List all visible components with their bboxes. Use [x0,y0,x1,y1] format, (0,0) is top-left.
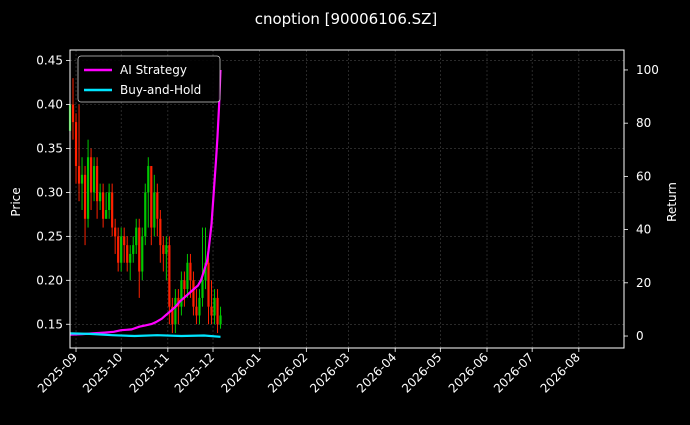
candle-body [168,245,171,307]
y-tick-label-right: 100 [636,63,659,77]
candle-body [89,157,93,193]
series-line-ai-strategy [69,69,222,336]
candle-body [144,192,147,237]
candle-body [210,306,213,316]
candle-body [126,245,129,263]
y-tick-label-left: 0.30 [36,185,63,199]
candle-body [207,262,210,307]
candle-body [123,236,126,246]
candle-body [92,166,96,193]
y-tick-label-left: 0.25 [36,229,63,243]
candle-body [204,262,207,281]
candle-body [180,280,183,307]
candle-body [95,166,99,202]
candle-body [162,245,165,254]
y-tick-label-left: 0.45 [36,54,63,68]
line-layer [69,69,222,338]
legend-label: AI Strategy [120,63,187,77]
candle-body [117,236,120,263]
candle-body [171,306,174,325]
y-tick-label-left: 0.40 [36,98,63,112]
candle-body [105,209,108,219]
chart-title: cnoption [90006106.SZ] [255,10,438,28]
y-tick-label-left: 0.20 [36,273,63,287]
candle-body [77,166,81,184]
candle-body [198,297,201,316]
candle-body [183,280,186,290]
candle-body [153,192,156,228]
candle-body [135,227,138,246]
candle-body [83,174,87,219]
candle-body [132,245,135,254]
y-tick-label-right: 40 [636,223,651,237]
candle-body [147,166,150,193]
candle-body [174,297,177,325]
candle-body [186,262,189,290]
candle-body [71,104,75,123]
candle-body [108,192,111,210]
candle-body [99,192,102,202]
candle-body [189,262,192,281]
candle-body [192,280,195,307]
plot-frame [69,49,625,349]
candle-body [201,280,204,298]
candle-body [102,192,105,219]
candle-body [138,227,141,272]
y-axis-label-left: Price [9,187,23,216]
y-axis-label-right: Return [665,182,679,222]
candle-body [111,192,114,228]
candle-body [195,306,198,316]
candle-body [80,174,84,184]
candle-body [150,166,153,228]
y-tick-label-right: 20 [636,276,651,290]
y-tick-label-right: 60 [636,169,651,183]
y-tick-label-right: 0 [636,329,644,343]
legend: AI Strategy Buy-and-Hold [77,55,221,103]
candle-body [141,236,144,272]
series-line-buy-and-hold [69,332,221,338]
legend-box [77,55,221,103]
y-tick-label-right: 80 [636,116,651,130]
candle-body [114,227,117,237]
candle-body [159,218,162,246]
legend-label: Buy-and-Hold [120,83,201,97]
candle-body [86,157,90,219]
candle-body [165,245,168,254]
candle-body [216,297,219,325]
candle-body [156,192,159,219]
y-tick-label-left: 0.35 [36,141,63,155]
candle-body [120,236,123,263]
y-tick-label-left: 0.15 [36,317,63,331]
candle-body [129,253,132,263]
candle-body [74,122,78,167]
candle-body [219,315,222,325]
candle-body [213,297,216,316]
